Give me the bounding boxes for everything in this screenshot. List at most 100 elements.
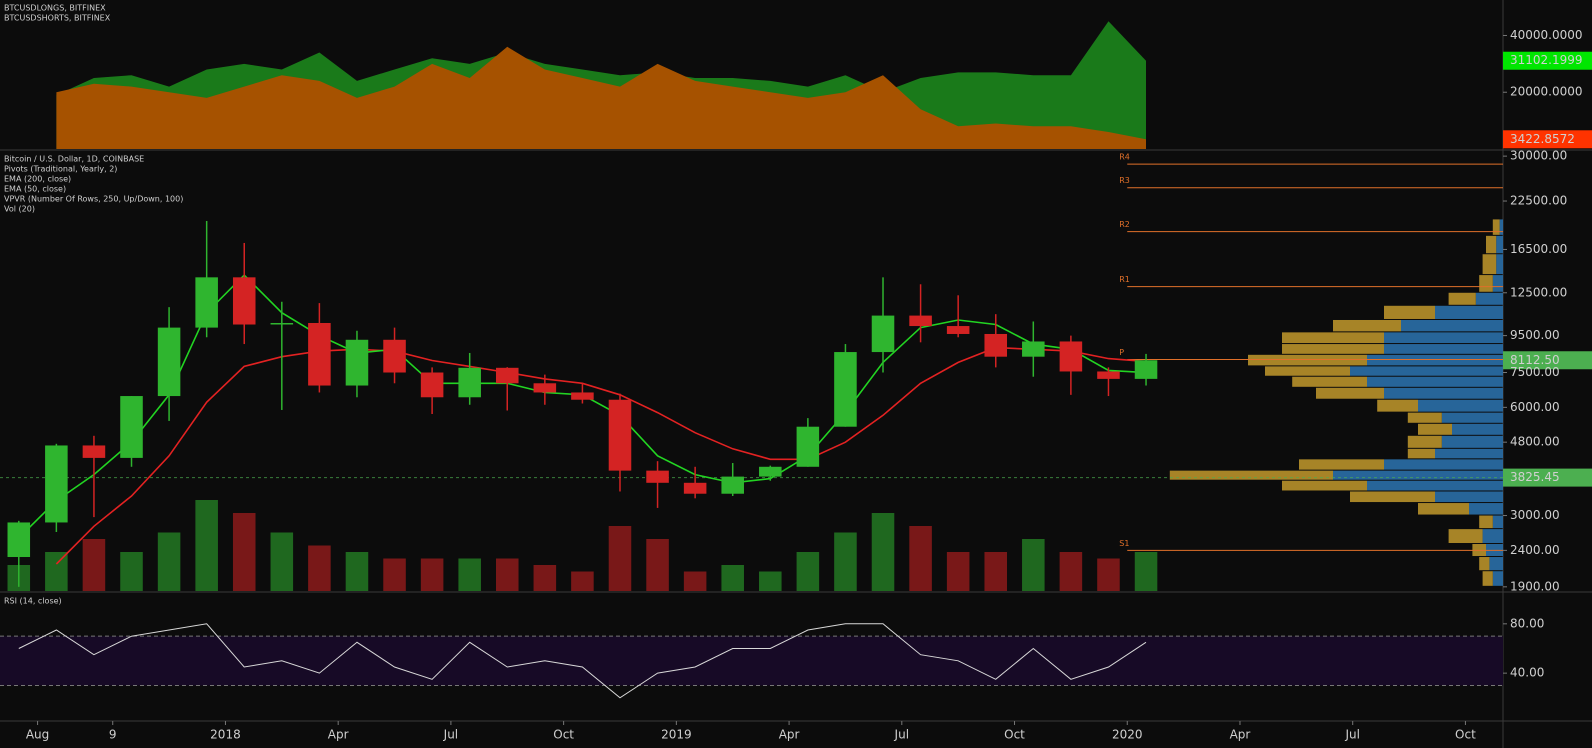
vpvr-down-bar bbox=[1448, 292, 1476, 305]
candle-body bbox=[1097, 371, 1120, 379]
y-tick-label: 7500.00 bbox=[1510, 365, 1560, 379]
volume-bar bbox=[533, 565, 557, 591]
volume-bar bbox=[458, 558, 481, 591]
vpvr-up-bar bbox=[1482, 529, 1503, 543]
candle-body bbox=[7, 522, 31, 558]
vpvr-down-bar bbox=[1448, 529, 1483, 543]
candle-body bbox=[946, 326, 970, 334]
vpvr-up-bar bbox=[1492, 275, 1503, 292]
vpvr-up-bar bbox=[1492, 571, 1503, 586]
volume-bar bbox=[420, 558, 444, 591]
vpvr-down-bar bbox=[1299, 459, 1384, 470]
candle-body bbox=[232, 277, 256, 325]
volume-bar bbox=[308, 545, 331, 591]
volume-bar bbox=[871, 513, 895, 591]
price-badge-label: 3825.45 bbox=[1510, 470, 1560, 484]
vpvr-down-bar bbox=[1292, 376, 1367, 387]
candle-body bbox=[345, 339, 369, 386]
candle-body bbox=[759, 466, 782, 477]
candle-body bbox=[834, 352, 857, 427]
volume-bar bbox=[1097, 558, 1120, 591]
x-tick-label: Jul bbox=[894, 728, 909, 742]
price-badge-label: 8112.50 bbox=[1510, 353, 1560, 367]
candle-body bbox=[383, 339, 406, 373]
x-tick-label: Jul bbox=[443, 728, 458, 742]
vpvr-down-bar bbox=[1316, 387, 1384, 399]
legend-label: VPVR (Number Of Rows, 250, Up/Down, 100) bbox=[4, 195, 183, 204]
volume-bar bbox=[383, 558, 406, 591]
vpvr-down-bar bbox=[1482, 571, 1493, 586]
x-tick-label: Jul bbox=[1344, 728, 1359, 742]
x-tick-label: 9 bbox=[109, 728, 117, 742]
legend-label: Bitcoin / U.S. Dollar, 1D, COINBASE bbox=[4, 155, 144, 164]
volume-bar bbox=[571, 571, 594, 591]
series-area bbox=[56, 46, 1146, 149]
vpvr-up-bar bbox=[1435, 448, 1503, 459]
x-tick-label: 2018 bbox=[210, 728, 241, 742]
x-tick-label: Oct bbox=[553, 728, 574, 742]
candle-body bbox=[458, 367, 481, 398]
vpvr-down-bar bbox=[1282, 344, 1384, 354]
price-badge bbox=[1503, 130, 1592, 149]
candle-body bbox=[270, 322, 294, 325]
legend-label: RSI (14, close) bbox=[4, 597, 62, 606]
volume-bar bbox=[909, 526, 932, 591]
vpvr-down-bar bbox=[1169, 470, 1333, 480]
candle-body bbox=[909, 315, 932, 327]
candle-body bbox=[120, 396, 143, 458]
volume-bar bbox=[759, 571, 782, 591]
candle-body bbox=[796, 426, 820, 467]
pivot-label: S1 bbox=[1119, 539, 1129, 548]
vpvr-down-bar bbox=[1482, 254, 1497, 275]
volume-bar bbox=[1134, 552, 1158, 591]
candle-body bbox=[495, 367, 519, 384]
y-tick-label: 4800.00 bbox=[1510, 435, 1560, 449]
vpvr-up-bar bbox=[1350, 366, 1503, 376]
vpvr-up-bar bbox=[1469, 503, 1503, 515]
candle-body bbox=[157, 327, 181, 397]
vpvr-down-bar bbox=[1479, 515, 1493, 529]
vpvr-up-bar bbox=[1435, 491, 1503, 503]
pivot-label: R2 bbox=[1119, 220, 1130, 229]
pivot-label: R4 bbox=[1119, 153, 1130, 162]
x-tick-label: Apr bbox=[328, 728, 349, 742]
candle-body bbox=[308, 322, 331, 386]
vpvr-up-bar bbox=[1333, 470, 1503, 480]
vpvr-up-bar bbox=[1384, 459, 1503, 470]
vpvr-down-bar bbox=[1350, 491, 1435, 503]
y-tick-label: 22500.00 bbox=[1510, 194, 1567, 208]
y-tick-label: 6000.00 bbox=[1510, 400, 1560, 414]
vpvr-up-bar bbox=[1384, 344, 1503, 354]
candle-body bbox=[195, 277, 218, 328]
price-badge bbox=[1503, 51, 1592, 70]
volume-bar bbox=[232, 513, 256, 591]
pivot-label: R3 bbox=[1119, 176, 1130, 185]
vpvr-down-bar bbox=[1407, 412, 1442, 423]
volume-bar bbox=[608, 526, 632, 591]
legend-label: Pivots (Traditional, Yearly, 2) bbox=[4, 165, 117, 174]
legend-label: BTCUSDLONGS, BITFINEX bbox=[4, 4, 106, 13]
y-tick-label: 9500.00 bbox=[1510, 328, 1560, 342]
vpvr-up-bar bbox=[1367, 354, 1503, 366]
x-tick-label: Oct bbox=[1004, 728, 1025, 742]
vpvr-down-bar bbox=[1479, 275, 1493, 292]
y-tick-label: 3000.00 bbox=[1510, 508, 1560, 522]
pivot-label: P bbox=[1119, 348, 1124, 357]
pivot-label: R1 bbox=[1119, 275, 1130, 284]
volume-bar bbox=[683, 571, 707, 591]
candle-body bbox=[82, 445, 106, 458]
volume-bar bbox=[721, 565, 744, 591]
volume-bar bbox=[45, 552, 68, 591]
vpvr-up-bar bbox=[1489, 557, 1503, 571]
vpvr-down-bar bbox=[1282, 332, 1384, 344]
legend-label: EMA (50, close) bbox=[4, 185, 66, 194]
vpvr-down-bar bbox=[1492, 219, 1500, 235]
price-badge bbox=[1503, 468, 1592, 487]
vpvr-down-bar bbox=[1486, 235, 1497, 254]
volume-bar bbox=[345, 552, 369, 591]
vpvr-down-bar bbox=[1282, 480, 1367, 491]
candle-body bbox=[533, 383, 557, 393]
vpvr-up-bar bbox=[1475, 292, 1503, 305]
vpvr-up-bar bbox=[1452, 423, 1503, 435]
y-tick-label: 1900.00 bbox=[1510, 579, 1560, 593]
